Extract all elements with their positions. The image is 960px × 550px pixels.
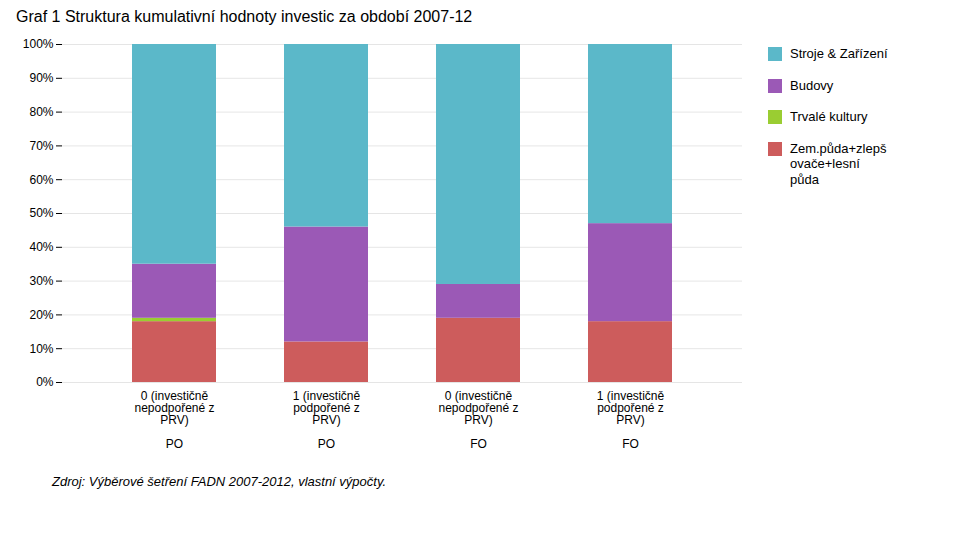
svg-text:20%: 20%: [29, 308, 53, 322]
svg-text:70%: 70%: [29, 139, 53, 153]
svg-text:10%: 10%: [29, 342, 53, 356]
svg-text:60%: 60%: [29, 173, 53, 187]
html-text:Graf 1 Struktura kumulativní h: Graf 1 Struktura kumulativní hodnoty inv…: [16, 8, 473, 25]
svg-text:0 (investičněnepodpořené zPRV): 0 (investičněnepodpořené zPRV) PO: [134, 389, 214, 451]
html-text:Zem.půda+zlepš ovače+lesní půd: Zem.půda+zlepš ovače+lesní půda: [790, 140, 887, 187]
svg-text:40%: 40%: [29, 240, 53, 254]
svg-text:30%: 30%: [29, 274, 53, 288]
svg-text:80%: 80%: [29, 105, 53, 119]
svg-text:1 (investičněpodpořené zPRV) F: 1 (investičněpodpořené zPRV) FO: [597, 389, 665, 451]
svg-text:1 (investičněpodpořené zPRV) P: 1 (investičněpodpořené zPRV) PO: [293, 389, 361, 451]
html-text:Budovy: Budovy: [790, 77, 834, 93]
html-text:Zdroj: Výběrové šetření FADN 2: Zdroj: Výběrové šetření FADN 2007-2012, …: [52, 474, 387, 489]
svg-text:0%: 0%: [36, 375, 54, 389]
svg-text:90%: 90%: [29, 71, 53, 85]
svg-text:100%: 100%: [23, 37, 54, 51]
html-text:Trvalé kultury: Trvalé kultury: [790, 109, 868, 125]
svg-text:50%: 50%: [29, 206, 53, 220]
html-text:Stroje & Zařízení: Stroje & Zařízení: [790, 46, 888, 61]
svg-text:0 (investičněnepodpořené zPRV): 0 (investičněnepodpořené zPRV) FO: [438, 389, 518, 451]
